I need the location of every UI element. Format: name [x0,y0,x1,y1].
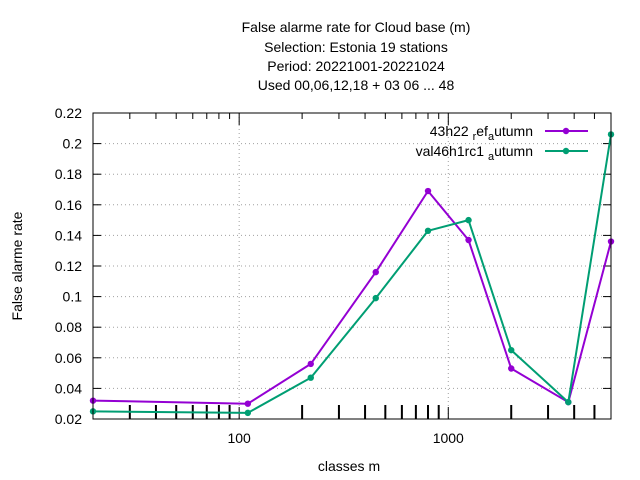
y-axis-ticks: 0.02 0.04 0.06 0.08 0.1 0.12 0.14 0.16 0.18 0.2 0.… [55,105,611,427]
y-tick-label: 0.06 [55,350,82,366]
legend-swatch-point [562,147,570,155]
data-point [465,216,472,224]
series-2 [89,131,615,417]
data-point [307,360,314,368]
y-tick-label: 0.04 [55,380,82,396]
series-layer [89,131,615,417]
y-tick-label: 0.02 [55,411,82,427]
series-1 [89,187,615,407]
y-axis-label: False alarme rate [9,211,25,320]
data-point [244,400,252,407]
x-axis-label: classes m [318,458,380,474]
title-line-1: False alarme rate for Cloud base (m) [242,19,471,35]
data-point [424,227,432,235]
y-tick-label: 0.16 [55,197,82,213]
legend-label-part: a [488,131,495,143]
title-line-2: Selection: Estonia 19 stations [264,39,448,55]
grid-lines [93,113,611,419]
data-point [372,294,379,302]
legend-label-part: a [488,151,495,163]
data-point [508,346,515,354]
series-line [92,134,612,414]
data-point [307,374,314,381]
data-point [565,398,572,406]
plot-frame [92,112,612,420]
x-tick-label: 1000 [433,430,464,446]
data-point [424,187,432,195]
x-tick-label: 100 [227,430,251,446]
y-tick-label: 0.12 [55,258,82,274]
y-tick-label: 0.14 [55,227,82,243]
y-tick-label: 0.22 [55,105,82,121]
y-tick-label: 0.18 [55,166,82,182]
data-point [465,236,472,244]
data-point [508,365,515,372]
title-line-4: Used 00,06,12,18 + 03 06 ... 48 [258,77,455,93]
y-tick-label: 0.1 [63,289,83,305]
legend-label: val46h1rc1 autumn [416,143,533,163]
legend-label-main: val46h1rc1 [416,143,485,159]
data-point [244,409,252,417]
x-axis-ticks: 100 1000 [128,113,596,446]
y-tick-label: 0.08 [55,319,82,335]
legend-label: 43h22 refautumn [430,123,533,143]
data-point [372,268,379,276]
y-tick-label: 0.2 [63,136,83,152]
series-line [92,190,612,405]
legend-label-main: 43h22 [430,123,469,139]
legend-label-part: utumn [494,143,533,159]
legend-label-part: r [473,131,477,143]
legend-label-part: ef [476,123,488,139]
title-line-3: Period: 20221001-20221024 [267,58,445,74]
legend-label-part: utumn [494,123,533,139]
legend-swatch-point [562,127,570,135]
chart-title: False alarme rate for Cloud base (m) Sel… [242,19,471,93]
